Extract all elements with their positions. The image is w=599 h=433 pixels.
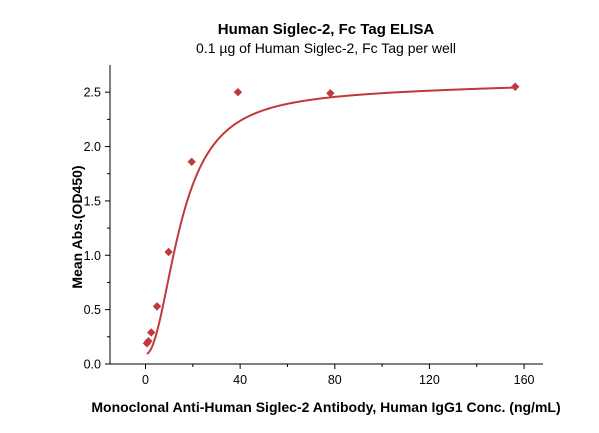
x-tick-label: 160	[514, 373, 535, 387]
chart-title: Human Siglec-2, Fc Tag ELISA	[218, 21, 435, 38]
y-tick-label: 1.5	[84, 194, 101, 208]
y-tick-label: 0.0	[84, 358, 101, 372]
data-point	[233, 87, 243, 97]
chart-subtitle: 0.1 µg of Human Siglec-2, Fc Tag per wel…	[196, 40, 456, 56]
fit-curve-line	[146, 86, 516, 355]
data-point	[187, 157, 196, 166]
x-tick-label: 120	[419, 373, 440, 387]
y-axis-ticks: 0.0 0.5 1.0 1.5 2.0 2.5	[84, 86, 110, 372]
x-tick-label: 80	[328, 373, 342, 387]
y-tick-label: 1.0	[84, 249, 101, 263]
x-axis-ticks: 0 40 80 120 160	[142, 364, 535, 387]
y-axis-label: Mean Abs.(OD450)	[69, 165, 85, 288]
data-point	[144, 336, 153, 346]
x-axis-label: Monoclonal Anti-Human Siglec-2 Antibody,…	[91, 399, 560, 415]
y-tick-label: 0.5	[84, 303, 101, 317]
x-tick-label: 40	[233, 373, 247, 387]
data-point	[510, 82, 520, 91]
data-points	[142, 82, 520, 348]
y-tick-label: 2.0	[84, 140, 101, 154]
data-point	[147, 328, 156, 337]
y-tick-label: 2.5	[84, 86, 101, 100]
plot-area: 0 40 80 120 160 0.0 0.5 1.0 1.5 2.0 2.5	[84, 65, 543, 387]
x-tick-label: 0	[142, 373, 149, 387]
data-point	[164, 247, 173, 257]
data-point	[152, 302, 162, 311]
data-point	[326, 89, 335, 98]
